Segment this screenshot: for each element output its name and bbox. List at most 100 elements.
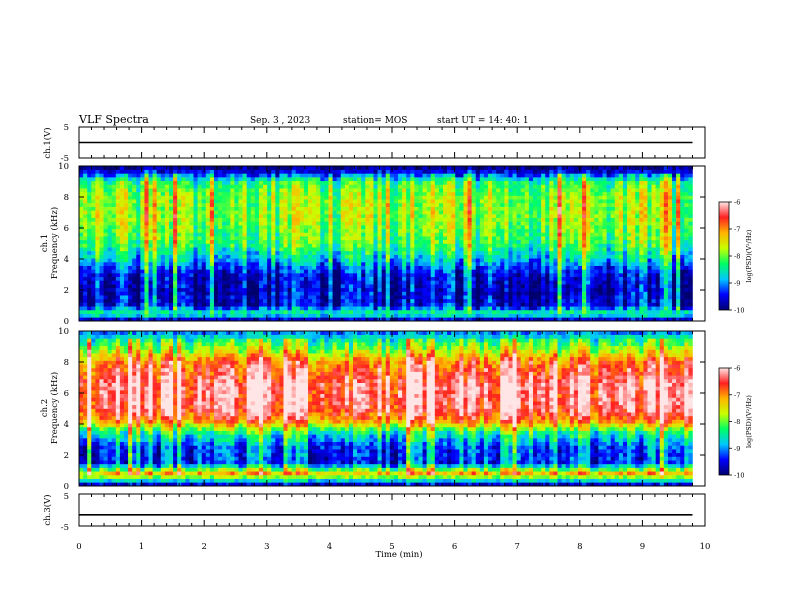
ch1-spectrogram-cell <box>164 280 170 285</box>
ch1-spectrogram-cell <box>545 250 550 255</box>
ch1-spectrogram-cell <box>463 280 468 285</box>
ch1-spectrogram-cell <box>508 302 513 307</box>
ch1-spectrogram-cell <box>655 309 661 314</box>
ch1-spectrogram-cell <box>443 232 448 237</box>
ch1-spectrogram-cell <box>283 213 288 218</box>
ch1-spectrogram-cell <box>328 317 333 322</box>
ch1-spectrogram-cell <box>357 228 362 233</box>
ch1-spectrogram-cell <box>144 287 149 292</box>
ch1-spectrogram-cell <box>676 309 681 314</box>
ch1-spectrogram-cell <box>602 276 607 281</box>
ch1-spectrogram-cell <box>177 247 182 252</box>
ch1-spectrogram-cell <box>103 306 108 311</box>
ch1-spectrogram-cell <box>340 258 346 263</box>
ch1-spectrogram-cell <box>643 313 648 318</box>
ch1-spectrogram-cell <box>348 306 354 311</box>
ch1-spectrogram-cell <box>291 261 297 266</box>
ch1-spectrogram-cell <box>177 280 182 285</box>
ch1-spectrogram-cell <box>144 291 149 296</box>
ch1-spectrogram-cell <box>672 276 677 281</box>
ch1-spectrogram-cell <box>275 228 280 233</box>
ch1-spectrogram-cell <box>209 217 215 222</box>
ch1-spectrogram-cell <box>91 284 96 289</box>
ch1-spectrogram-cell <box>340 247 346 252</box>
ch1-spectrogram-cell <box>402 232 407 237</box>
ch1-spectrogram-cell <box>107 273 113 278</box>
ch1-spectrogram-cell <box>647 247 652 252</box>
ch1-spectrogram-cell <box>185 287 190 292</box>
ch1-spectrogram-cell <box>111 236 117 241</box>
ch1-spectrogram-cell <box>99 202 104 207</box>
ch1-spectrogram-cell <box>230 254 235 259</box>
ch1-spectrogram-cell <box>631 210 636 215</box>
ch1-spectrogram-cell <box>361 269 366 274</box>
ch1-spectrogram-cell <box>635 313 640 318</box>
ch1-spectrogram-cell <box>471 213 477 218</box>
ch1-spectrogram-cell <box>271 273 276 278</box>
ch1-spectrogram-cell <box>639 247 644 252</box>
ch1-spectrogram-cell <box>357 306 362 311</box>
ch1-spectrogram-cell <box>132 206 137 211</box>
ch1-spectrogram-cell <box>483 217 489 222</box>
ch1-spectrogram-cell <box>557 298 562 303</box>
ch1-spectrogram-cell <box>361 213 366 218</box>
ch1-spectrogram-cell <box>402 313 407 318</box>
ch1-spectrogram-cell <box>573 210 579 215</box>
ch1-spectrogram-cell <box>258 280 264 285</box>
ch1-spectrogram-cell <box>209 228 215 233</box>
ch1-spectrogram-cell <box>136 236 141 241</box>
ch1-spectrogram-cell <box>475 236 481 241</box>
ch1-spectrogram-cell <box>549 232 554 237</box>
ch1-spectrogram-cell <box>320 309 325 314</box>
ch1-spectrogram-cell <box>173 295 178 300</box>
ch1-spectrogram-cell <box>647 221 652 226</box>
ch1-spectrogram-cell <box>287 280 292 285</box>
ch1-spectrogram-cell <box>463 313 468 318</box>
ch1-spectrogram-cell <box>463 254 468 259</box>
ch1-spectrogram-cell <box>377 309 382 314</box>
ch1-spectrogram-cell <box>451 287 456 292</box>
ch1-spectrogram-cell <box>655 284 661 289</box>
ch1-spectrogram-cell <box>553 213 558 218</box>
ch1-spectrogram-cell <box>635 295 640 300</box>
ch1-spectrogram-cell <box>160 247 166 252</box>
ch1-spectrogram-cell <box>602 236 607 241</box>
ch1-spectrogram-cell <box>226 225 231 230</box>
ch1-spectrogram-cell <box>680 313 685 318</box>
ch1-spectrogram-cell <box>402 309 407 314</box>
ch1-spectrogram-cell <box>107 202 113 207</box>
ch1-spectrogram-cell <box>197 302 202 307</box>
ch1-spectrogram-cell <box>467 298 472 303</box>
ch1-spectrogram-cell <box>275 202 280 207</box>
ch1-spectrogram-cell <box>218 313 223 318</box>
ch1-spectrogram-cell <box>438 284 444 289</box>
ch1-spectrogram-cell <box>246 213 252 218</box>
ch1-spectrogram-cell <box>303 284 309 289</box>
ch1-spectrogram-cell <box>291 309 297 314</box>
ch1-spectrogram-cell <box>639 280 644 285</box>
ch1-spectrogram-cell <box>622 265 628 270</box>
ch1-spectrogram-cell <box>79 295 84 300</box>
ch1-spectrogram-cell <box>516 250 522 255</box>
ch1-spectrogram-cell <box>398 236 403 241</box>
ch1-spectrogram-cell <box>598 232 603 237</box>
ch1-spectrogram-cell <box>402 221 407 226</box>
ch1-spectrogram-cell <box>684 291 689 296</box>
ch1-spectrogram-cell <box>627 317 632 322</box>
ch1-spectrogram-cell <box>328 284 333 289</box>
ch1-spectrogram-cell <box>197 291 202 296</box>
ch1-spectrogram-cell <box>606 261 611 266</box>
ch1-spectrogram-cell <box>532 239 538 244</box>
ch1-spectrogram-cell <box>144 284 149 289</box>
ch1-spectrogram-cell <box>443 287 448 292</box>
ch1-spectrogram-cell <box>123 261 129 266</box>
ch1-spectrogram-cell <box>459 295 464 300</box>
ch1-spectrogram-cell <box>434 210 440 215</box>
ch1-spectrogram-cell <box>487 291 493 296</box>
ch1-spectrogram-cell <box>639 236 644 241</box>
ch1-spectrogram-cell <box>156 247 162 252</box>
ch1-spectrogram-cell <box>377 295 382 300</box>
ch1-spectrogram-cell <box>99 284 104 289</box>
ch1-spectrogram-cell <box>377 302 382 307</box>
ch1-spectrogram-cell <box>79 247 84 252</box>
